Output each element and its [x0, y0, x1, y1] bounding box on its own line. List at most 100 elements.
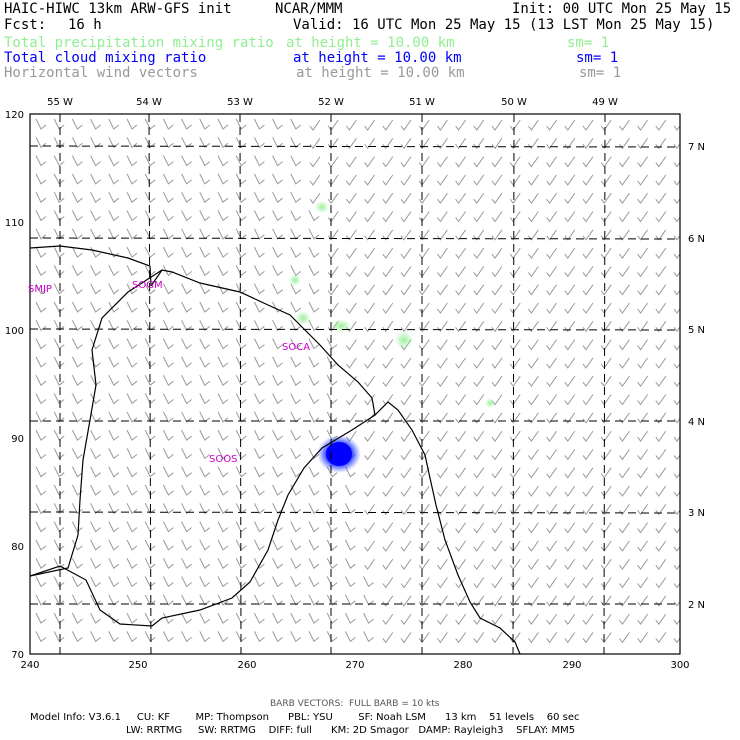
wind-barb: [437, 467, 448, 479]
wind-barb: [546, 613, 558, 625]
wind-barb: [509, 119, 521, 131]
wind-barb: [619, 504, 630, 516]
wind-barb: [90, 338, 101, 350]
wind-barb: [217, 411, 229, 423]
wind-barb: [144, 155, 156, 167]
wind-barb: [564, 174, 576, 186]
wind-barb: [582, 375, 594, 388]
wind-barb: [473, 247, 485, 259]
wind-barb: [162, 612, 174, 624]
wind-barb: [673, 124, 680, 131]
wind-barb: [400, 211, 412, 223]
wind-barb: [491, 412, 503, 424]
wind-barb: [600, 467, 612, 479]
wind-barb: [582, 321, 594, 333]
wind-barb: [272, 374, 283, 386]
wind-barb: [35, 137, 47, 149]
wind-barb: [546, 375, 558, 388]
wind-barb: [564, 138, 576, 150]
wind-barb: [382, 485, 394, 497]
wind-barb: [619, 394, 630, 406]
wind-barb: [217, 191, 229, 203]
wind-barb: [582, 632, 594, 644]
wind-barb: [126, 191, 138, 203]
wind-barb: [509, 394, 521, 406]
wind-barb: [53, 246, 65, 258]
wind-barb: [437, 138, 448, 150]
wind-barb: [272, 246, 283, 258]
forecast-map: SMJP SOGM SOCA SOOS 55 W 54 W 53 W 52 W …: [5, 97, 705, 671]
wind-barb: [418, 339, 430, 351]
wind-barb: [473, 577, 485, 589]
wind-barb: [437, 321, 448, 333]
wind-barb: [217, 374, 229, 386]
wind-barb: [90, 118, 101, 130]
wind-barb: [272, 155, 283, 167]
wind-barb: [473, 504, 485, 516]
wind-barb: [235, 448, 247, 460]
wind-barb: [308, 631, 320, 643]
wind-barb: [473, 412, 485, 424]
wind-barb: [253, 393, 265, 405]
wind-barb: [382, 522, 394, 534]
wind-barb: [509, 192, 521, 205]
wind-barb: [364, 504, 376, 516]
wind-barb: [400, 156, 412, 168]
wind-barb: [582, 138, 594, 150]
wind-barb: [162, 466, 174, 478]
wind-barb: [455, 375, 467, 388]
wind-barb: [53, 612, 65, 624]
wind-barb: [491, 577, 503, 589]
wind-barb: [546, 540, 558, 552]
wind-barb: [637, 119, 649, 131]
wind-barb: [528, 321, 539, 333]
wind-barb: [637, 504, 649, 516]
y-tick-label: 100: [5, 326, 24, 337]
wind-barb: [564, 485, 576, 497]
wind-barb: [144, 173, 156, 185]
wind-barb: [455, 632, 467, 644]
wind-barb: [181, 393, 192, 405]
lon-label: 53 W: [227, 97, 253, 108]
wind-barb: [400, 595, 412, 607]
wind-barb: [71, 246, 83, 258]
wind-barb: [546, 229, 558, 241]
wind-barb: [346, 302, 357, 314]
wind-barb: [235, 320, 247, 332]
wind-barb: [235, 228, 247, 240]
wind-barb: [235, 155, 247, 167]
lat-label: 3 N: [688, 508, 705, 519]
wind-barb: [363, 576, 374, 588]
wind-barb: [491, 522, 503, 534]
wind-barb: [308, 356, 320, 368]
wind-barb: [455, 558, 467, 571]
wind-barb: [382, 119, 394, 131]
wind-barb: [582, 119, 594, 131]
wind-barb: [53, 594, 65, 606]
wind-barb: [308, 594, 320, 606]
wind-barb: [455, 613, 467, 625]
wind-barb: [162, 155, 174, 167]
wind-barb: [181, 210, 192, 222]
wind-barb: [235, 191, 247, 203]
wind-barb: [655, 632, 667, 644]
wind-barb: [90, 265, 101, 277]
wind-barb: [71, 283, 83, 295]
wind-barb: [272, 484, 283, 496]
wind-barb: [253, 320, 265, 332]
x-tick-label: 300: [670, 660, 689, 671]
wind-barb: [108, 155, 120, 167]
wind-barb: [400, 485, 412, 497]
wind-barb: [272, 320, 283, 332]
wind-barb: [126, 631, 138, 643]
wind-barb: [162, 448, 174, 460]
model-info-line2: LW: RRTMG SW: RRTMG DIFF: full KM: 2D Sm…: [126, 725, 576, 736]
wind-barb: [673, 618, 680, 625]
wind-barb: [181, 246, 192, 258]
wind-barb: [528, 558, 539, 571]
wind-barb: [491, 540, 503, 552]
wind-barb: [364, 174, 376, 186]
wind-barb: [491, 229, 503, 241]
wind-barb: [35, 283, 47, 295]
wind-barb: [382, 467, 394, 479]
